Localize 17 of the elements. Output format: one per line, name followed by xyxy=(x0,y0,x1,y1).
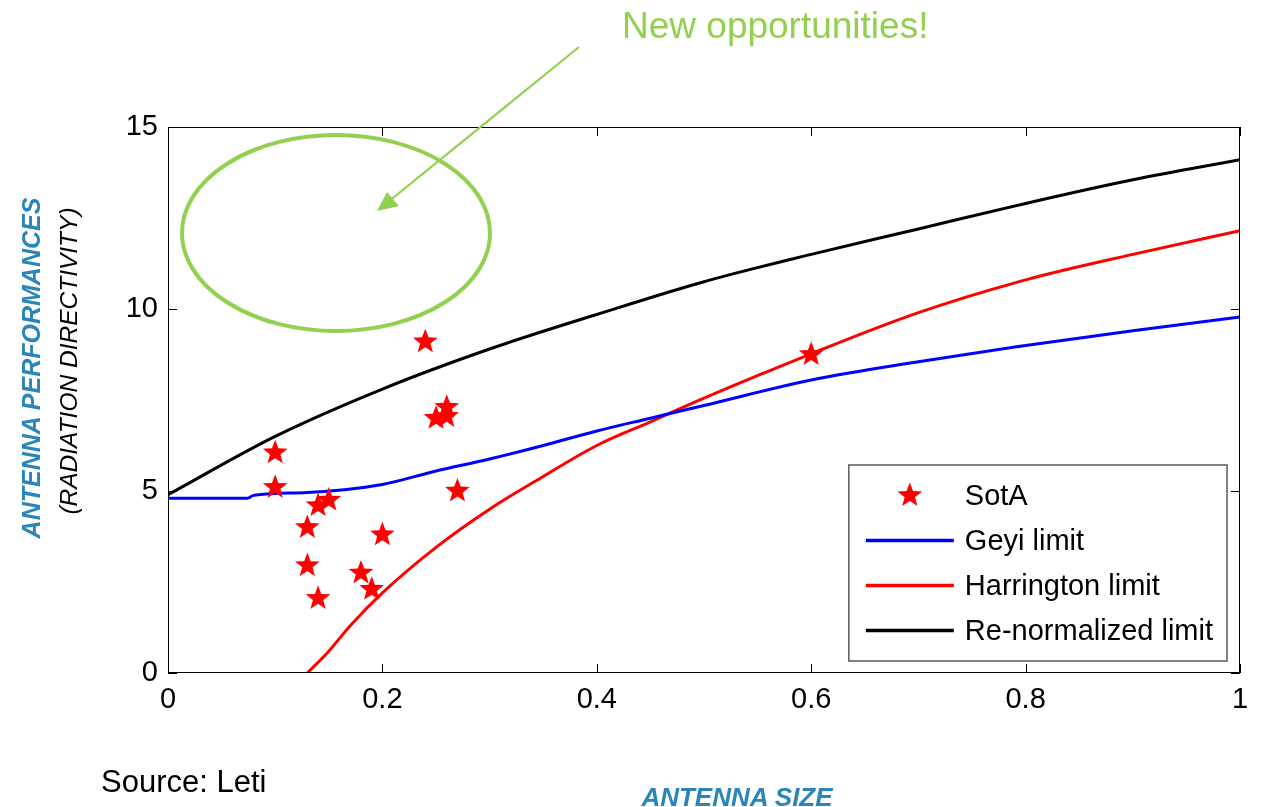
x-tick-label: 0.2 xyxy=(362,682,403,715)
legend-label: Harrington limit xyxy=(964,568,1160,601)
x-tick-label: 1 xyxy=(1231,682,1249,715)
legend-label: Re-normalized limit xyxy=(964,613,1213,646)
y-tick-label: 0 xyxy=(141,655,158,687)
y-tick-label: 10 xyxy=(125,291,158,323)
text: New opportunities! xyxy=(622,5,929,46)
x-tick-label: 0.8 xyxy=(1005,682,1046,715)
x-tick-label: 0.4 xyxy=(576,682,617,715)
x-axis-title: ANTENNA SIZE xyxy=(641,782,833,807)
y-axis-title: ANTENNA PERFORMANCES (RADIATION DIRECTIVITY) xyxy=(16,197,82,539)
legend-label: SotA xyxy=(964,478,1029,511)
y-tick-label: 15 xyxy=(125,109,158,141)
source-note: Source: Leti xyxy=(101,764,267,799)
y-tick-label: 5 xyxy=(141,473,158,505)
x-tick-label: 0.6 xyxy=(791,682,832,715)
legend-label: Geyi limit xyxy=(964,523,1085,556)
